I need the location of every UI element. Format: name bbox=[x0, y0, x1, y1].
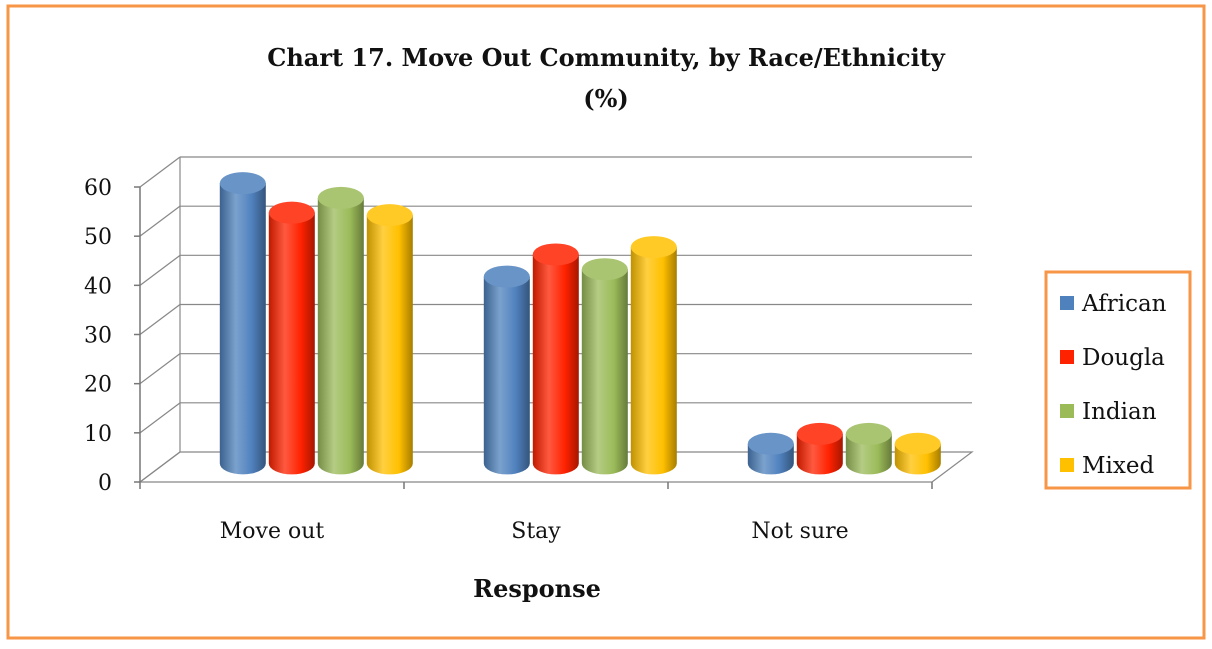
y-tick-label: 0 bbox=[98, 471, 112, 496]
legend-label: African bbox=[1081, 291, 1167, 317]
legend-swatch bbox=[1060, 350, 1074, 364]
bar bbox=[532, 243, 579, 475]
chart-subtitle: (%) bbox=[583, 84, 629, 113]
legend-label: Dougla bbox=[1082, 345, 1165, 371]
x-tick-label: Not sure bbox=[751, 519, 848, 544]
bar bbox=[483, 265, 530, 475]
y-tick-label: 20 bbox=[84, 373, 112, 398]
gridline-side bbox=[139, 402, 181, 434]
bar-body bbox=[796, 433, 843, 475]
bar bbox=[796, 422, 843, 475]
y-tick-label: 50 bbox=[84, 225, 112, 250]
bar-body bbox=[483, 276, 530, 475]
x-axis-title: Response bbox=[473, 574, 601, 603]
chart-title: Chart 17. Move Out Community, by Race/Et… bbox=[267, 43, 946, 72]
axes bbox=[134, 186, 933, 489]
bar-top bbox=[268, 201, 315, 224]
bar-top bbox=[630, 236, 677, 259]
gridline-side bbox=[139, 156, 181, 188]
legend-label: Mixed bbox=[1082, 453, 1154, 479]
bar-top bbox=[747, 432, 794, 455]
bar-top bbox=[317, 186, 364, 209]
y-tick-label: 40 bbox=[84, 274, 112, 299]
bar-top bbox=[483, 265, 530, 288]
bar bbox=[317, 186, 364, 475]
gridline-side bbox=[139, 254, 181, 286]
bar bbox=[845, 422, 892, 475]
bar-body bbox=[366, 215, 413, 475]
axis-labels: 0 10 20 30 40 50 60 Move out Stay Not sure bbox=[84, 176, 849, 544]
bar bbox=[894, 432, 941, 475]
gridline-side bbox=[139, 304, 181, 335]
x-tick-label: Move out bbox=[220, 519, 325, 544]
legend-swatch bbox=[1060, 404, 1074, 418]
bar-top bbox=[581, 258, 628, 281]
x-tick-label: Stay bbox=[511, 519, 561, 544]
bar-top bbox=[894, 432, 941, 455]
gridline-side bbox=[139, 353, 181, 385]
bar-body bbox=[219, 183, 266, 475]
y-tick-label: 30 bbox=[84, 324, 112, 349]
bar bbox=[366, 204, 413, 475]
bar-top bbox=[845, 422, 892, 445]
bar-body bbox=[268, 212, 315, 475]
bar-body bbox=[532, 254, 579, 475]
bars bbox=[219, 172, 941, 475]
bar bbox=[268, 201, 315, 475]
bar-body bbox=[581, 269, 628, 475]
legend: African Dougla Indian Mixed bbox=[1044, 270, 1192, 490]
bar bbox=[747, 432, 794, 475]
bar-top bbox=[796, 422, 843, 445]
bar-top bbox=[366, 204, 413, 227]
y-tick-label: 10 bbox=[84, 422, 112, 447]
bar-body bbox=[630, 247, 677, 475]
y-tick-label: 60 bbox=[84, 176, 112, 201]
bar bbox=[219, 172, 266, 475]
bar bbox=[630, 236, 677, 475]
bar-body bbox=[317, 197, 364, 475]
bar bbox=[581, 258, 628, 475]
gridline-side bbox=[139, 205, 181, 237]
bar-body bbox=[845, 433, 892, 475]
legend-swatch bbox=[1060, 458, 1074, 472]
legend-label: Indian bbox=[1082, 399, 1157, 425]
bar-top bbox=[532, 243, 579, 266]
legend-swatch bbox=[1060, 296, 1074, 310]
bar-top bbox=[219, 172, 266, 195]
